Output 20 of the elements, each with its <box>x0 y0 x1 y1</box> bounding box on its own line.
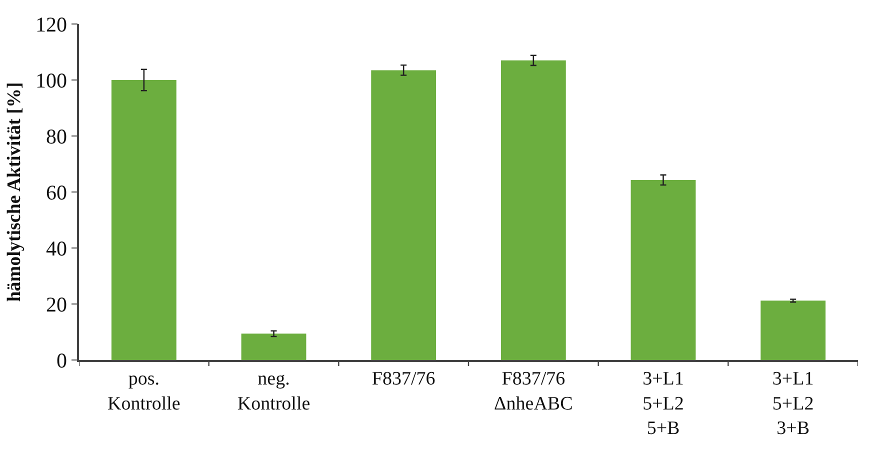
y-tick-label: 60 <box>46 180 68 204</box>
bar <box>371 70 436 360</box>
x-tick-label: pos. Kontrolle <box>108 368 180 414</box>
y-axis-title: hämolytische Aktivität [%] <box>4 82 25 302</box>
y-tick-label: 120 <box>36 12 68 36</box>
y-tick-label: 100 <box>36 68 68 92</box>
y-tick-label: 20 <box>46 292 68 316</box>
bar <box>111 80 176 360</box>
bar <box>241 334 306 360</box>
x-tick-label: 3+L1 5+L2 5+B <box>642 368 684 439</box>
bar <box>630 180 696 360</box>
y-tick-label: 80 <box>46 124 68 148</box>
x-tick-label: 3+L1 5+L2 3+B <box>772 368 814 439</box>
x-tick-label: neg. Kontrolle <box>237 368 310 414</box>
x-tick-label: F837/76 <box>372 368 436 390</box>
bar <box>500 60 566 360</box>
y-tick-label: 40 <box>46 236 68 260</box>
y-tick-label: 0 <box>56 348 68 372</box>
x-tick-label: F837/76 ΔnheABC <box>494 368 573 414</box>
bar <box>760 300 826 360</box>
